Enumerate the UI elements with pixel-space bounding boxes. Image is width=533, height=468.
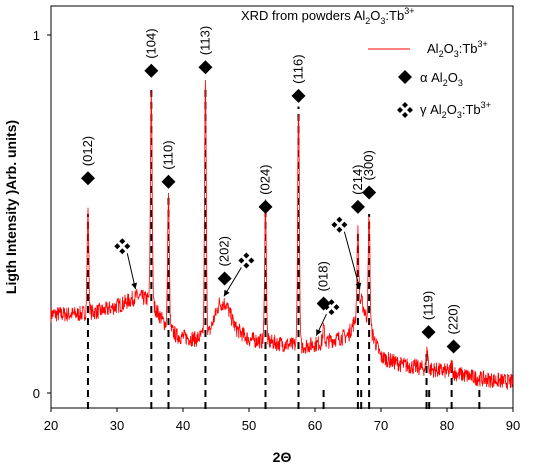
x-tick-label: 70 [374, 418, 388, 433]
peak-hkl-label: (012) [80, 136, 95, 166]
gamma-marker [238, 252, 255, 269]
y-axis-title: Ligth Intensity )Arb. units) [3, 120, 19, 294]
x-tick-label: 90 [506, 418, 520, 433]
x-tick-label: 40 [176, 418, 190, 433]
gamma-marker [331, 216, 348, 233]
alpha-diamond-marker [446, 339, 461, 354]
gamma-arrow [126, 253, 138, 290]
alpha-diamond-marker [217, 271, 232, 286]
gamma-arrow [343, 231, 362, 290]
alpha-diamond-marker [291, 88, 306, 103]
peak-hkl-label: (116) [291, 54, 306, 83]
plot-area [50, 5, 514, 409]
gamma-marker [323, 299, 340, 316]
peak-hkl-label: (220) [446, 304, 461, 334]
legend-gamma-swatch [397, 102, 413, 118]
alpha-diamond-marker [161, 174, 176, 189]
alpha-diamond-marker [80, 171, 95, 186]
legend-label-series: Al2O3:Tb3+ [427, 39, 488, 59]
peak-hkl-label: (024) [258, 164, 273, 194]
gamma-marker [114, 238, 131, 255]
peak-hkl-label: (119) [421, 291, 436, 320]
peak-hkl-label: (110) [160, 140, 175, 169]
peak-hkl-label: (300) [361, 150, 376, 180]
alpha-diamond-marker [258, 199, 273, 214]
alpha-diamond-marker [421, 325, 436, 340]
peak-hkl-label: (214) [350, 164, 365, 194]
x-tick-label: 20 [44, 418, 58, 433]
x-tick-label: 60 [308, 418, 322, 433]
x-tick-label: 80 [440, 418, 454, 433]
peak-hkl-label: (113) [197, 26, 212, 55]
legend-label-alpha: α Al2O3 [420, 70, 463, 88]
gamma-arrow [315, 313, 327, 336]
reference-lines [86, 85, 481, 409]
gamma-arrow [223, 267, 242, 297]
peak-hkl-label: (018) [316, 261, 331, 291]
series-line [50, 79, 514, 390]
legend: XRD from powders Al2O3:Tb3+ Al2O3:Tb3+ α A… [241, 6, 491, 120]
alpha-diamond-marker [362, 185, 377, 200]
chart-title: XRD from powders Al2O3:Tb3+ [241, 6, 414, 26]
alpha-diamond-marker [144, 63, 159, 78]
peak-markers: (012) (104) (110) (113) (202) (024) (116) (018)… [80, 26, 461, 354]
series-group [50, 79, 514, 390]
x-tick-label: 50 [242, 418, 256, 433]
peak-hkl-label: (202) [217, 236, 232, 266]
x-tick-label: 30 [110, 418, 124, 433]
alpha-diamond-marker [198, 60, 213, 75]
axes: 20 30 40 50 60 70 80 90 0 1 [33, 28, 520, 433]
y-tick-label: 1 [33, 28, 40, 43]
peak-hkl-label: (104) [143, 28, 158, 58]
legend-alpha-swatch [398, 70, 412, 84]
x-axis-title: 2Θ [273, 449, 292, 465]
y-tick-label: 0 [33, 386, 40, 401]
alpha-diamond-marker [350, 199, 365, 214]
legend-label-gamma: γ Al2O3:Tb3+ [420, 100, 491, 120]
